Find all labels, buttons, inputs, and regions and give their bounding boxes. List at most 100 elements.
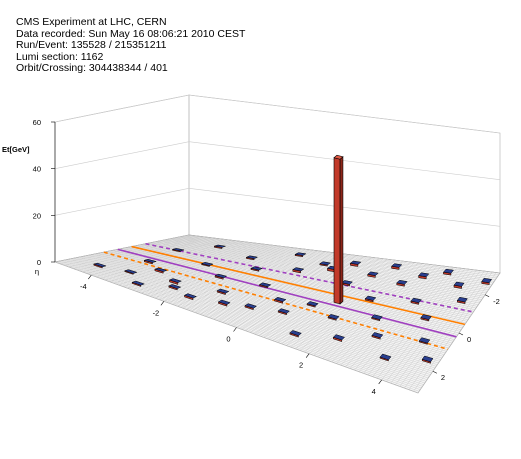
energy-deposits: [92, 244, 493, 364]
phi-gridline: [153, 241, 479, 305]
phi-gridline: [90, 254, 440, 362]
z-tick-label-2: 40: [33, 165, 41, 174]
deposit-top: [258, 282, 272, 288]
phi-gridline: [138, 244, 470, 319]
deposit-top: [421, 355, 434, 363]
phi-gridline: [123, 247, 461, 332]
deposit-top: [200, 262, 214, 266]
deposit-top: [390, 263, 403, 268]
deposit-12: [183, 293, 198, 301]
phi-gridline: [129, 246, 464, 327]
phi-gridline: [77, 257, 432, 374]
deposit-14: [216, 288, 230, 295]
deposit-top: [349, 260, 362, 265]
deposit-41: [453, 281, 465, 289]
deposit-top: [154, 267, 168, 272]
deposit-7: [200, 262, 214, 267]
phi-gridline: [95, 253, 444, 357]
phi-gridline: [71, 258, 429, 379]
deposit-38: [442, 268, 455, 276]
phi-gridline: [84, 255, 437, 367]
deposit-top: [245, 255, 259, 259]
phi-gridline: [64, 259, 424, 385]
phi-gridline: [159, 240, 482, 300]
deposit-top: [168, 278, 183, 283]
x-tick-mark-3: [305, 353, 310, 358]
deposit-top: [123, 269, 138, 274]
orbit-crossing: Orbit/Crossing: 304438344 / 401: [16, 62, 168, 75]
x-tick-label-2: 0: [226, 335, 230, 344]
x-tick-label-1: -2: [153, 308, 160, 317]
tower-front: [333, 157, 341, 305]
x-tick-label-0: -4: [80, 282, 87, 291]
deposit-16: [217, 299, 231, 307]
deposit-top: [371, 314, 383, 320]
phi-gridline: [140, 244, 471, 317]
deposit-25: [306, 301, 319, 308]
phi-gridline: [79, 256, 433, 372]
deposit-top: [250, 266, 263, 271]
phi-gridline: [80, 256, 435, 370]
phi-gridline: [157, 241, 481, 302]
deposit-top: [418, 272, 430, 278]
run-event: Run/Event: 135528 / 215351211: [16, 39, 167, 52]
x-tick-label-3: 2: [299, 361, 303, 370]
z-tick-label-3: 60: [33, 118, 41, 127]
deposit-40: [420, 314, 432, 322]
phi-gridline: [114, 249, 455, 340]
y-tick-label-1: 0: [467, 335, 471, 344]
y-tick-mark-1: [458, 332, 464, 336]
deposit-8: [168, 278, 183, 285]
deposit-top: [367, 271, 379, 276]
deposit-top: [217, 299, 231, 305]
deposit-44: [421, 355, 434, 364]
deposit-34: [371, 314, 383, 322]
deposit-top: [183, 293, 198, 299]
deposit-28: [367, 271, 379, 278]
phi-gridline: [161, 240, 483, 299]
deposit-5: [154, 267, 168, 274]
z-tick-label-0: 0: [37, 258, 41, 267]
deposit-27: [289, 330, 302, 338]
tower-side: [339, 156, 344, 305]
deposit-13: [250, 266, 263, 272]
deposit-19: [244, 303, 258, 311]
phi-gridline: [172, 238, 490, 289]
phi-gridline: [155, 241, 480, 304]
deposit-4: [214, 244, 226, 249]
phi-gridline: [164, 239, 486, 295]
deposit-39: [379, 353, 392, 362]
phi-gridline: [136, 245, 469, 320]
deposit-6: [131, 280, 146, 287]
tall-tower: [333, 154, 344, 305]
deposit-2: [143, 258, 158, 265]
phi-gridline: [56, 261, 420, 392]
phi-gridline: [58, 261, 421, 390]
deposit-top: [410, 297, 422, 304]
event-info: CMS Experiment at LHC, CERN Data recorde…: [16, 16, 245, 75]
z-gridline-3: [54, 94, 501, 134]
deposit-top: [172, 248, 185, 252]
deposit-top: [481, 278, 493, 284]
phi-gridline: [121, 248, 460, 334]
tower-top: [333, 154, 344, 160]
deposit-top: [453, 281, 465, 287]
deposit-26: [341, 280, 354, 287]
deposit-3: [123, 269, 138, 275]
deposit-43: [456, 296, 468, 304]
x-tick-mark-0: [88, 274, 92, 280]
deposit-36: [371, 332, 384, 340]
phi-gridline: [86, 255, 438, 365]
deposit-top: [131, 280, 146, 286]
deposit-1: [172, 248, 185, 253]
track-line-1: [131, 245, 466, 326]
deposit-top: [327, 314, 340, 320]
z-gridline-2: [54, 141, 501, 180]
phi-gridline: [133, 246, 466, 324]
experiment-title: CMS Experiment at LHC, CERN: [16, 16, 167, 28]
y-tick-mark-2: [432, 370, 438, 374]
deposit-top: [294, 252, 307, 256]
deposit-top: [341, 280, 354, 285]
deposit-top: [442, 268, 455, 274]
deposit-top: [244, 303, 258, 309]
